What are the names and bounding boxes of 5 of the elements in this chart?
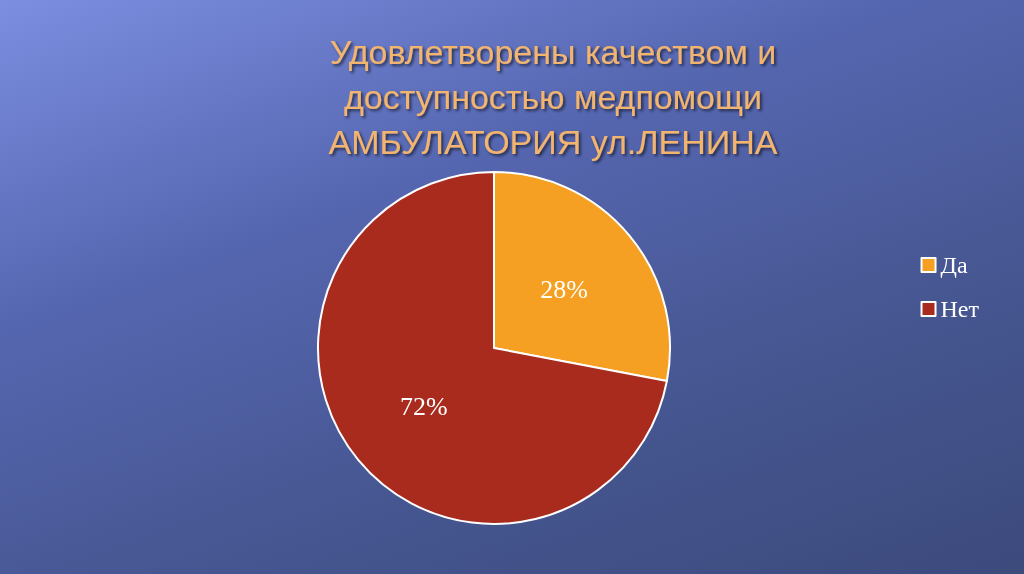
chart-title: Удовлетворены качеством и доступностью медпомощи АМБУЛАТОРИЯ ул.ЛЕНИНА bbox=[328, 32, 778, 161]
data-label: 72% bbox=[400, 391, 448, 421]
data-label: 28% bbox=[540, 275, 588, 305]
legend-label: Да bbox=[940, 252, 968, 278]
legend-label: Нет bbox=[940, 296, 980, 322]
